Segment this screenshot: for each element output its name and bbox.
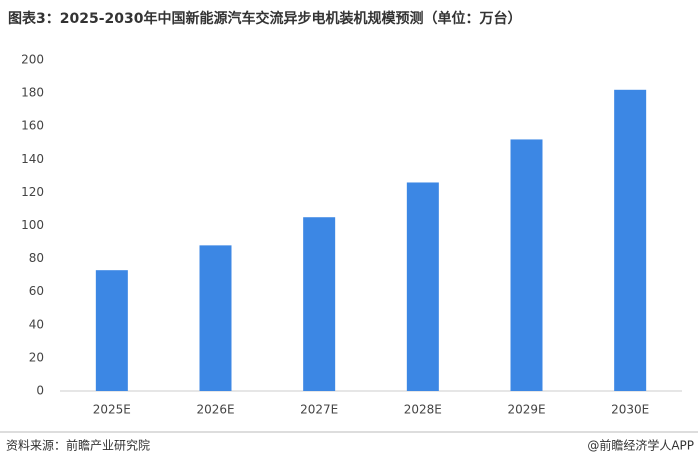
y-tick-label: 200 bbox=[21, 53, 44, 67]
y-tick-label: 160 bbox=[21, 119, 44, 133]
y-tick-label: 20 bbox=[29, 350, 44, 364]
y-tick-label: 180 bbox=[21, 86, 44, 100]
brand: @前瞻经济学人APP bbox=[587, 438, 694, 453]
y-tick-label: 0 bbox=[36, 384, 44, 398]
x-tick-label: 2027E bbox=[300, 403, 338, 417]
chart-title: 图表3：2025-2030年中国新能源汽车交流异步电机装机规模预测（单位：万台） bbox=[8, 10, 521, 27]
bar bbox=[510, 139, 543, 391]
y-tick-label: 60 bbox=[29, 284, 44, 298]
bar bbox=[303, 217, 336, 391]
source: 资料来源：前瞻产业研究院 bbox=[6, 438, 150, 453]
y-tick-label: 120 bbox=[21, 185, 44, 199]
bar bbox=[95, 270, 128, 391]
bar bbox=[614, 89, 647, 391]
bar bbox=[199, 245, 232, 391]
y-tick-label: 80 bbox=[29, 251, 44, 265]
y-tick-label: 40 bbox=[29, 317, 44, 331]
y-tick-label: 100 bbox=[21, 218, 44, 232]
x-tick-label: 2025E bbox=[93, 403, 131, 417]
x-tick-label: 2026E bbox=[196, 403, 234, 417]
y-tick-label: 140 bbox=[21, 152, 44, 166]
x-tick-label: 2028E bbox=[404, 403, 442, 417]
bar bbox=[406, 182, 439, 391]
x-tick-label: 2029E bbox=[507, 403, 545, 417]
x-tick-label: 2030E bbox=[611, 403, 649, 417]
